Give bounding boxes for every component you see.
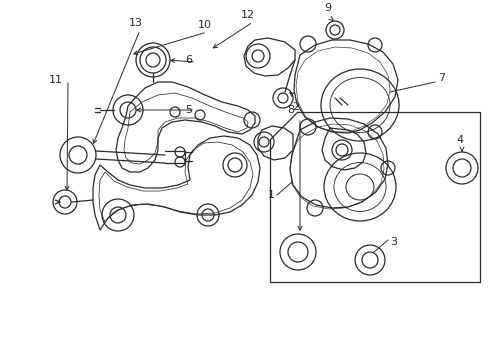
Text: 11: 11 bbox=[49, 75, 63, 85]
Text: 6: 6 bbox=[185, 55, 192, 65]
Text: 7: 7 bbox=[438, 73, 445, 83]
Text: 3: 3 bbox=[390, 237, 397, 247]
Text: 8: 8 bbox=[288, 105, 294, 115]
Text: 2: 2 bbox=[293, 102, 299, 112]
Text: 1: 1 bbox=[268, 190, 275, 200]
Text: 9: 9 bbox=[324, 3, 332, 13]
Text: 4: 4 bbox=[457, 135, 464, 145]
Text: 5: 5 bbox=[185, 105, 192, 115]
Text: 13: 13 bbox=[129, 18, 143, 28]
Text: 10: 10 bbox=[198, 20, 212, 30]
Text: 12: 12 bbox=[241, 10, 255, 20]
